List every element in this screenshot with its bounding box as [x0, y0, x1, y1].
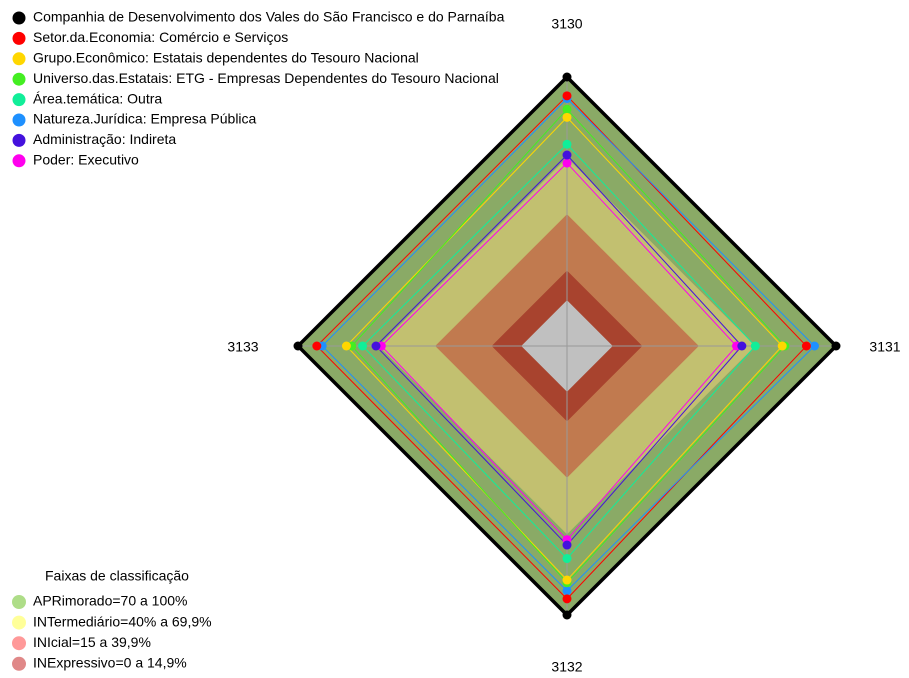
- data-point: [562, 104, 572, 114]
- data-point: [801, 341, 811, 351]
- data-point: [831, 341, 841, 351]
- legend-marker: [12, 113, 26, 127]
- class-legend-marker: [12, 595, 26, 609]
- axis-label: 3130: [551, 16, 582, 32]
- data-point: [371, 341, 381, 351]
- data-point: [341, 341, 351, 351]
- class-legend-label: APRimorado=70 a 100%: [33, 593, 188, 609]
- data-point: [562, 594, 572, 604]
- class-legend-label: INIcial=15 a 39,9%: [33, 634, 151, 650]
- legend-marker: [12, 154, 26, 168]
- legend-marker: [12, 52, 26, 66]
- data-point: [562, 158, 572, 168]
- data-point: [312, 341, 322, 351]
- legend-label: Administração: Indireta: [33, 131, 176, 147]
- class-legend-marker: [12, 656, 26, 671]
- legend-marker: [12, 72, 26, 86]
- data-point: [737, 341, 747, 351]
- class-legend-label: INTermediário=40% a 69,9%: [33, 613, 212, 629]
- legend-label: Grupo.Econômico: Estatais dependentes do…: [33, 50, 419, 66]
- legend-marker: [12, 133, 26, 147]
- data-point: [562, 540, 572, 550]
- legend-label: Poder: Executivo: [33, 152, 139, 168]
- axis-label: 3132: [551, 659, 582, 675]
- data-point: [562, 91, 572, 101]
- data-point: [562, 586, 572, 596]
- data-point: [809, 341, 819, 351]
- data-point: [562, 610, 572, 620]
- class-legend-marker: [12, 615, 26, 630]
- data-point: [358, 341, 368, 351]
- class-legend-marker: [12, 636, 26, 651]
- data-point: [562, 112, 572, 122]
- data-point: [750, 341, 760, 351]
- legend-label: Natureza.Jurídica: Empresa Pública: [33, 111, 257, 127]
- data-point: [777, 341, 787, 351]
- data-point: [562, 72, 572, 82]
- class-legend-label: INExpressivo=0 a 14,9%: [33, 655, 187, 671]
- class-legend-title: Faixas de classificação: [45, 568, 189, 584]
- legend-label: Área.temática: Outra: [33, 90, 162, 106]
- data-point: [562, 554, 572, 564]
- data-point: [562, 575, 572, 585]
- data-point: [293, 341, 303, 351]
- legend-label: Companhia de Desenvolvimento dos Vales d…: [33, 9, 505, 25]
- legend-label: Setor.da.Economia: Comércio e Serviços: [33, 29, 288, 45]
- legend-marker: [12, 93, 26, 107]
- data-point: [562, 139, 572, 149]
- legend-label: Universo.das.Estatais: ETG - Empresas De…: [33, 70, 499, 86]
- data-point: [562, 150, 572, 160]
- axis-label: 3131: [869, 339, 900, 355]
- legend-marker: [12, 11, 26, 25]
- legend-marker: [12, 31, 26, 45]
- axis-label: 3133: [227, 339, 258, 355]
